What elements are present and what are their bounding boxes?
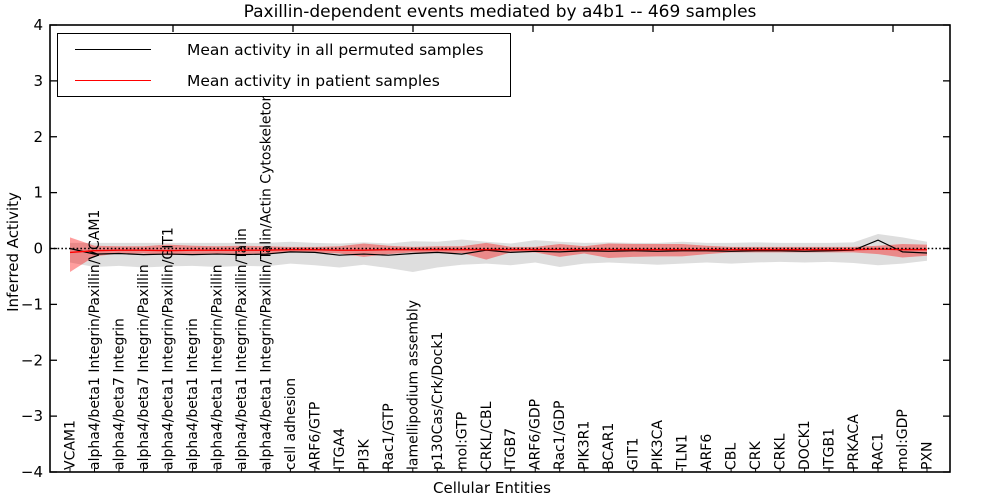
x-tick-label: Rac1/GTP xyxy=(381,403,397,470)
permuted-line-swatch xyxy=(75,49,151,50)
x-tick-label: PIK3CA xyxy=(650,420,666,470)
chart-title: Paxillin-dependent events mediated by a4… xyxy=(243,2,757,22)
x-tick-label: alpha4/beta1 Integrin/Paxillin/Talin/Act… xyxy=(258,93,274,470)
y-tick-label: 4 xyxy=(33,16,43,34)
x-tick-label: lamellipodium assembly xyxy=(405,300,421,470)
x-tick-label: RAC1 xyxy=(871,433,887,470)
x-tick-label: VCAM1 xyxy=(63,420,79,470)
y-tick-label: 2 xyxy=(33,128,43,146)
x-tick-label: ARF6/GDP xyxy=(528,399,544,470)
y-tick-label: 1 xyxy=(33,184,43,202)
x-tick-label: ARF6/GTP xyxy=(307,402,323,470)
y-axis-label: Inferred Activity xyxy=(4,192,22,312)
x-tick-label: PXN xyxy=(920,441,936,470)
x-tick-label: ITGB1 xyxy=(822,428,838,470)
x-tick-label: CRKL/CBL xyxy=(479,401,495,470)
x-tick-label: alpha4/beta1 Integrin/Paxillin xyxy=(209,264,225,470)
x-tick-label: alpha4/beta7 Integrin/Paxillin xyxy=(136,264,152,470)
x-tick-label: p130Cas/Crk/Dock1 xyxy=(430,332,446,470)
x-tick-label: alpha4/beta1 Integrin/Paxillin/GIT1 xyxy=(160,227,176,470)
legend-label-patient: Mean activity in patient samples xyxy=(187,71,440,90)
patient-line-swatch xyxy=(75,80,151,81)
legend-row-patient: Mean activity in patient samples xyxy=(75,66,510,96)
x-tick-label: cell adhesion xyxy=(283,378,299,470)
x-tick-label: BCAR1 xyxy=(601,423,617,470)
x-tick-label: ITGA4 xyxy=(332,428,348,470)
x-tick-label: alpha4/beta1 Integrin xyxy=(185,318,201,470)
x-tick-label: CRKL xyxy=(773,433,789,470)
x-tick-label: CBL xyxy=(724,443,740,470)
permuted-mean-line xyxy=(69,239,928,256)
y-tick-label: −4 xyxy=(21,463,43,481)
legend-row-permuted: Mean activity in all permuted samples xyxy=(75,35,510,65)
patient-mean-line xyxy=(69,248,927,254)
x-tick-label: mol:GDP xyxy=(895,409,911,470)
y-tick-label: −3 xyxy=(21,407,43,425)
x-axis-label: Cellular Entities xyxy=(433,479,551,497)
x-tick-label: TLN1 xyxy=(675,434,691,471)
y-tick-label: −1 xyxy=(21,295,43,313)
patient-range-band xyxy=(70,237,927,272)
y-tick-label: −2 xyxy=(21,351,43,369)
legend-label-permuted: Mean activity in all permuted samples xyxy=(187,40,484,59)
x-tick-label: alpha4/beta1 Integrin/Paxillin/VCAM1 xyxy=(87,210,103,470)
permuted-range-band xyxy=(70,233,927,272)
x-tick-label: alpha4/beta7 Integrin xyxy=(111,318,127,470)
y-tick-label: 3 xyxy=(33,72,43,90)
x-tick-label: alpha4/beta1 Integrin/Paxillin/Talin xyxy=(234,228,250,470)
y-tick-label: 0 xyxy=(33,240,43,258)
x-tick-label: Rac1/GDP xyxy=(552,401,568,470)
x-tick-label: PIK3R1 xyxy=(577,421,593,470)
x-tick-label: mol:GTP xyxy=(454,412,470,470)
x-tick-label: CRK xyxy=(748,440,764,470)
x-tick-label: GIT1 xyxy=(626,438,642,470)
x-tick-label: PI3K xyxy=(356,439,372,470)
x-tick-label: ARF6 xyxy=(699,434,715,470)
x-tick-label: PRKACA xyxy=(846,414,862,470)
x-tick-label: ITGB7 xyxy=(503,428,519,470)
x-tick-label: DOCK1 xyxy=(797,420,813,470)
legend: Mean activity in all permuted samples Me… xyxy=(57,33,511,97)
